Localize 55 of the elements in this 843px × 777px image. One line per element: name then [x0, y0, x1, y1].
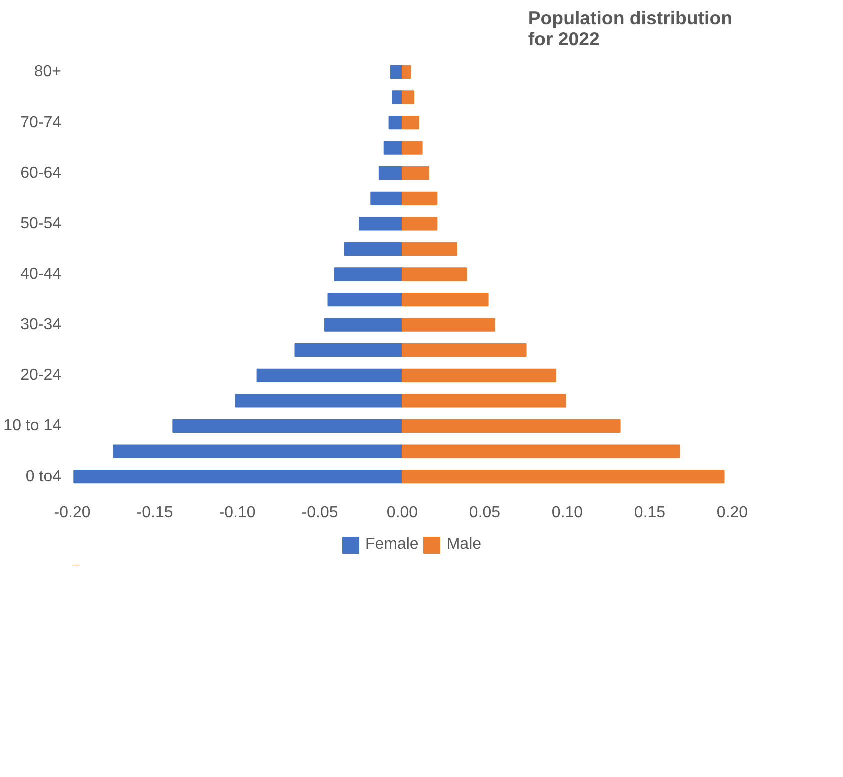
x-tick-label: 0.10: [552, 504, 584, 522]
bar: [334, 268, 403, 282]
x-tick-label: 0.15: [634, 504, 666, 522]
bar: [256, 368, 403, 382]
y-tick-label: 40-44: [20, 266, 62, 283]
bar: [294, 344, 403, 358]
x-tick-label: -0.15: [136, 504, 174, 522]
bar: [402, 141, 423, 155]
bar: [402, 268, 468, 282]
y-tick-label: 80+: [34, 64, 62, 81]
x-tick-label: -0.10: [219, 504, 256, 522]
x-tick-label: 0.20: [716, 504, 748, 522]
bar: [370, 192, 403, 206]
legend-label: Female: [365, 536, 419, 554]
bar: [74, 470, 403, 484]
bar: [402, 292, 489, 307]
y-tick-label: 50-54: [20, 215, 62, 232]
y-tick-label: 20-24: [20, 367, 62, 384]
x-tick-label: -0.20: [54, 504, 91, 522]
y-tick-label: 30-34: [20, 316, 62, 334]
bar: [324, 318, 403, 332]
bar: [113, 444, 403, 458]
bar: [402, 394, 566, 408]
legend-label: Male: [446, 536, 482, 554]
bar: [402, 444, 680, 458]
x-tick-label: 0.05: [469, 504, 501, 522]
bar: [384, 141, 403, 155]
bar: [235, 394, 403, 408]
bar: [388, 116, 403, 130]
y-tick-label: 70-74: [20, 114, 62, 132]
bar: [359, 217, 403, 231]
y-tick-label: 10 to 14: [4, 418, 62, 435]
bar: [344, 242, 403, 256]
bar: [390, 65, 403, 80]
bar: [402, 242, 458, 256]
bar: [378, 166, 403, 180]
bar: [392, 90, 403, 104]
bar: [402, 470, 725, 484]
bar: [402, 419, 621, 434]
bar: [402, 368, 556, 382]
bar: [402, 166, 430, 180]
x-tick-label: 0.00: [386, 504, 418, 522]
y-tick-label: 0 to4: [26, 468, 62, 486]
y-tick-label: 60-64: [20, 164, 62, 182]
bar: [402, 318, 496, 332]
bar: [402, 192, 438, 206]
bar: [402, 217, 438, 231]
bar: [402, 344, 527, 358]
bar: [328, 292, 403, 307]
x-tick-label: -0.05: [302, 504, 338, 522]
bar: [172, 419, 403, 434]
bar: [402, 90, 415, 104]
chart-title: Population distribution for 2022: [528, 8, 733, 50]
bar: [402, 65, 412, 80]
bar: [402, 116, 420, 130]
